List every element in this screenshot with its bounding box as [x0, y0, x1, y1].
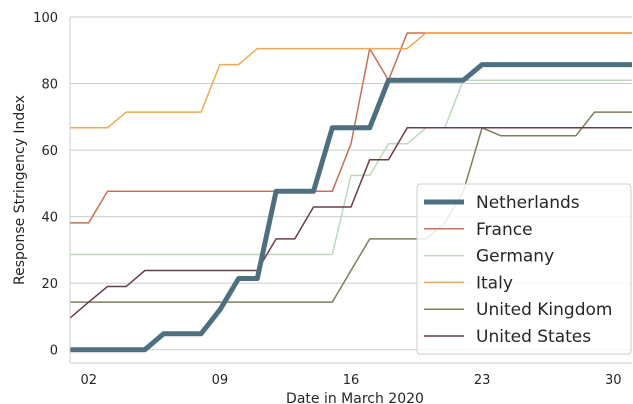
y-tick-label: 80: [41, 78, 58, 93]
x-tick-label: 09: [212, 373, 229, 388]
x-tick-labels: 02 09 16 23 30: [80, 373, 621, 388]
legend-label-germany: Germany: [476, 247, 554, 267]
x-tick-label: 30: [605, 373, 622, 388]
legend-label-netherlands: Netherlands: [476, 193, 580, 213]
series-line-united-kingdom: [70, 111, 632, 303]
legend-label-united-kingdom: United Kingdom: [476, 300, 612, 320]
x-tick-label: 02: [80, 373, 97, 388]
y-tick-label: 40: [41, 211, 58, 226]
legend: Netherlands France Germany Italy United King…: [416, 183, 632, 355]
x-axis-title: Date in March 2020: [286, 391, 424, 404]
y-tick-label: 20: [41, 277, 58, 292]
legend-label-united-states: United States: [476, 327, 591, 347]
x-tick-label: 16: [343, 373, 360, 388]
series-line-netherlands: [70, 62, 632, 353]
series-lines: [69, 32, 632, 353]
legend-label-france: France: [476, 220, 533, 240]
x-tick-label: 23: [474, 373, 491, 388]
y-tick-labels: 0 20 40 60 80 100: [33, 11, 58, 359]
y-tick-label: 100: [33, 11, 58, 26]
series-line-germany: [70, 79, 632, 256]
y-tick-label: 60: [41, 144, 58, 159]
legend-box: [416, 183, 632, 355]
series-line-italy: [70, 32, 632, 129]
series-line-united-states: [69, 127, 632, 319]
legend-label-italy: Italy: [476, 273, 513, 293]
axes: [69, 17, 632, 364]
y-tick-label: 0: [50, 344, 58, 359]
y-axis-title: Response Stringency Index: [12, 95, 28, 285]
